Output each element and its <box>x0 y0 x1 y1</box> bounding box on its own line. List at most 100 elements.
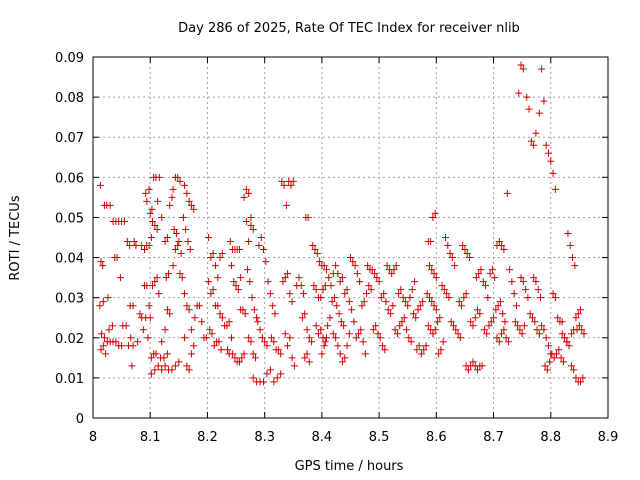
data-point <box>190 205 198 213</box>
data-point <box>321 338 329 346</box>
data-point <box>512 302 520 310</box>
data-point <box>312 286 320 294</box>
plot-frame <box>92 56 609 419</box>
data-point <box>161 362 169 370</box>
data-point <box>549 169 557 177</box>
data-point <box>398 318 406 326</box>
data-point <box>210 342 218 350</box>
data-point <box>304 213 312 221</box>
data-point <box>143 197 151 205</box>
data-point <box>207 254 215 262</box>
data-point <box>316 258 324 266</box>
data-point <box>168 193 176 201</box>
data-point <box>383 262 391 270</box>
data-point <box>345 330 353 338</box>
data-point <box>474 306 482 314</box>
data-point <box>355 330 363 338</box>
data-point <box>551 294 559 302</box>
data-point <box>429 213 437 221</box>
data-point <box>314 330 322 338</box>
data-point <box>237 274 245 282</box>
data-point <box>518 330 526 338</box>
data-point <box>273 374 281 382</box>
data-point <box>480 326 488 334</box>
data-point <box>553 350 560 358</box>
data-point <box>147 354 155 362</box>
data-point <box>431 326 439 334</box>
data-point <box>577 306 585 314</box>
data-point <box>217 346 225 354</box>
data-point <box>374 330 382 338</box>
data-point <box>310 282 318 290</box>
data-point <box>176 270 184 278</box>
data-point <box>246 278 254 286</box>
data-point <box>382 298 390 306</box>
data-point <box>96 181 104 189</box>
data-point <box>479 278 487 286</box>
data-point <box>356 278 364 286</box>
data-point <box>102 350 110 358</box>
data-point <box>266 366 274 374</box>
data-point <box>279 278 287 286</box>
data-point <box>469 358 477 366</box>
data-point <box>450 322 457 330</box>
data-point <box>532 129 540 137</box>
data-point <box>168 366 176 374</box>
data-point <box>454 330 462 338</box>
data-point <box>485 322 493 330</box>
data-point <box>380 290 388 298</box>
data-point <box>443 290 451 298</box>
data-point <box>407 338 415 346</box>
data-point <box>353 270 361 278</box>
data-point <box>343 342 351 350</box>
data-point <box>184 238 192 246</box>
data-point <box>492 306 500 314</box>
data-point <box>305 334 313 342</box>
data-point <box>384 306 392 314</box>
data-point <box>439 338 447 346</box>
x-tick-label: 8.9 <box>598 430 619 445</box>
data-point <box>232 282 240 290</box>
data-point <box>142 189 150 197</box>
data-point <box>458 302 466 310</box>
x-tick-label: 8.4 <box>312 430 333 445</box>
y-tick-label: 0.06 <box>55 171 84 186</box>
data-point <box>347 254 354 262</box>
data-point <box>389 302 397 310</box>
chart-title: Day 286 of 2025, Rate Of TEC Index for r… <box>178 21 520 36</box>
data-point <box>337 318 345 326</box>
data-point <box>517 274 525 282</box>
data-point <box>234 286 242 294</box>
data-point <box>141 246 148 254</box>
data-point <box>341 354 349 362</box>
data-point <box>145 185 153 193</box>
data-point <box>146 209 154 217</box>
data-point <box>359 338 367 346</box>
data-point <box>322 266 330 274</box>
data-point <box>250 306 258 314</box>
data-point <box>326 314 334 322</box>
data-point <box>538 65 546 73</box>
data-point <box>128 362 136 370</box>
data-point <box>544 149 552 157</box>
data-point <box>567 362 575 370</box>
data-point <box>409 310 417 318</box>
data-point <box>472 274 480 282</box>
data-point <box>320 342 328 350</box>
data-point <box>527 137 535 145</box>
data-point <box>401 298 409 306</box>
data-point <box>280 181 288 189</box>
data-point <box>459 242 467 250</box>
data-point <box>177 250 185 258</box>
data-point <box>223 322 231 330</box>
data-point <box>557 354 565 362</box>
data-point <box>100 334 108 342</box>
data-point <box>420 346 428 354</box>
data-point <box>129 302 137 310</box>
data-point <box>308 338 316 346</box>
data-point <box>368 266 376 274</box>
data-point <box>535 109 543 117</box>
x-tick-label: 8.6 <box>426 430 447 445</box>
data-point <box>186 246 194 254</box>
data-point <box>298 314 306 322</box>
